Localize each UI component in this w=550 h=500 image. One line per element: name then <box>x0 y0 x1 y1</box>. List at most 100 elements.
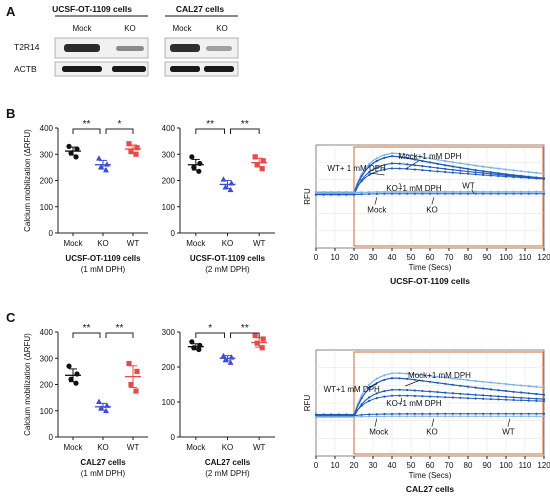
significance-label: ** <box>241 323 249 334</box>
trace-point <box>444 170 447 174</box>
data-point <box>74 371 80 377</box>
trace-point <box>375 157 378 160</box>
blot-lane-label: Mock <box>72 24 92 33</box>
trace-point <box>337 193 340 196</box>
panel-label-c: C <box>6 310 16 325</box>
trace-point <box>489 174 492 177</box>
trace-point <box>497 382 500 385</box>
trace-point <box>527 392 530 395</box>
data-point <box>96 155 102 161</box>
x-tick-label: 0 <box>314 253 319 262</box>
trace-point <box>520 170 523 173</box>
trace-series <box>314 162 546 196</box>
x-axis-sublabel: (1 mM DPH) <box>81 469 126 478</box>
trace-point <box>535 412 538 415</box>
trace-point <box>421 165 424 168</box>
trace-point <box>535 399 538 402</box>
trace-point <box>489 388 492 391</box>
x-axis-sublabel: (1 mM DPH) <box>81 265 126 274</box>
significance-bracket <box>230 332 260 338</box>
trace-point <box>421 395 424 398</box>
trace-point <box>436 375 439 378</box>
trace-point <box>436 391 439 394</box>
trace-point <box>535 415 538 418</box>
trace-point <box>542 393 546 396</box>
significance-bracket <box>72 332 101 338</box>
y-axis-label: Calcium mobilization (ΔRFU) <box>23 333 32 436</box>
trace-point <box>504 168 508 171</box>
trace-point <box>466 397 470 400</box>
y-tick-label: 200 <box>40 177 54 186</box>
data-point <box>228 354 235 360</box>
significance-label: ** <box>83 119 91 130</box>
trace-point <box>451 396 454 399</box>
trace-point <box>474 164 477 167</box>
trace-point <box>459 169 462 172</box>
trace-point <box>360 415 363 418</box>
y-tick-label: 0 <box>49 229 54 238</box>
trace-point <box>413 191 416 194</box>
trace-point <box>413 412 416 415</box>
trace-point <box>413 394 416 397</box>
trace-point <box>390 191 394 194</box>
trace-point <box>413 389 416 392</box>
trace-point <box>466 170 470 173</box>
x-tick-label: Mock <box>63 239 83 248</box>
trace-point <box>451 377 454 380</box>
x-axis-label: CAL27 cells <box>205 458 251 467</box>
y-tick-label: 400 <box>162 124 176 133</box>
trace-point <box>322 193 325 196</box>
data-point <box>98 163 104 170</box>
y-tick-label: 300 <box>40 354 54 363</box>
series-label: KO+1 mM DPH <box>386 399 442 408</box>
trace-point <box>398 155 401 158</box>
trace-point <box>368 192 371 196</box>
trace-point <box>436 170 439 173</box>
y-tick-label: 400 <box>40 124 54 133</box>
trace-point <box>489 398 492 401</box>
x-tick-label: WT <box>253 443 266 452</box>
x-tick-label: WT <box>253 239 266 248</box>
trace-point <box>489 394 492 397</box>
trace-point <box>383 163 386 166</box>
trace-point <box>398 377 401 380</box>
trace-point <box>497 167 500 170</box>
trace-point <box>383 415 386 418</box>
y-tick-label: 100 <box>162 203 176 212</box>
y-tick-label: 100 <box>162 398 176 407</box>
trace-point <box>368 191 371 194</box>
x-tick-label: 80 <box>464 461 473 470</box>
trace-point <box>451 392 454 395</box>
x-tick-label: 20 <box>350 253 359 262</box>
trace-point <box>444 412 447 415</box>
trace-point <box>406 394 409 397</box>
annotation-arrow <box>431 418 435 427</box>
trace-point <box>314 191 318 194</box>
trace-point <box>383 374 386 377</box>
trace-point <box>482 394 485 397</box>
x-axis-label: Time (Secs) <box>409 263 452 272</box>
x-tick-label: 30 <box>369 253 378 262</box>
x-tick-label: 0 <box>314 461 319 470</box>
trace-series <box>314 191 546 194</box>
trace-point <box>421 412 424 415</box>
trace-point <box>375 377 378 380</box>
annotation-arrow <box>507 418 511 427</box>
trace-point <box>322 191 325 194</box>
x-tick-label: 110 <box>519 253 532 262</box>
data-point <box>133 388 139 394</box>
data-point <box>128 149 134 155</box>
x-tick-label: KO <box>97 239 109 248</box>
trace-point <box>527 171 530 174</box>
trace-point <box>520 384 523 387</box>
trace-point <box>497 389 500 392</box>
trace-point <box>466 412 470 415</box>
trace-point <box>436 191 439 194</box>
trace-point <box>421 415 424 418</box>
trace-series <box>314 394 546 416</box>
trace-point <box>474 379 477 383</box>
trace-point <box>535 385 538 388</box>
data-point <box>73 380 79 386</box>
data-point <box>126 141 132 147</box>
data-point <box>260 158 266 164</box>
